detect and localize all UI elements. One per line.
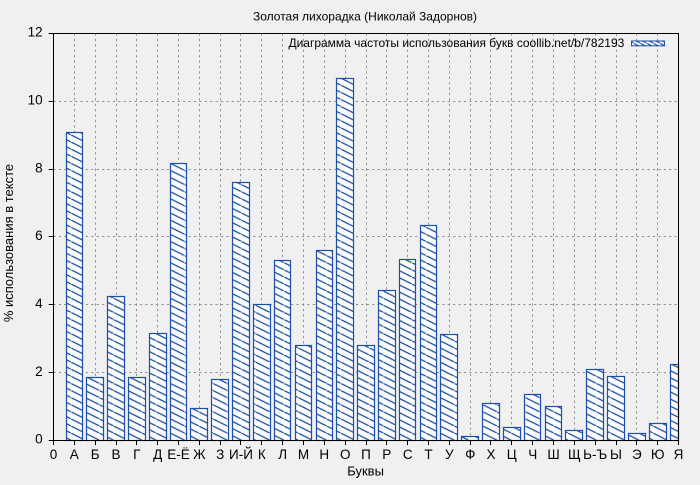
svg-text:2: 2: [35, 364, 43, 379]
svg-text:Ч: Ч: [528, 447, 537, 462]
svg-text:10: 10: [28, 93, 43, 108]
svg-text:Ж: Ж: [193, 447, 206, 462]
svg-text:М: М: [298, 447, 309, 462]
svg-text:Ю: Ю: [651, 447, 665, 462]
svg-text:0: 0: [35, 432, 43, 447]
svg-text:Д: Д: [153, 447, 162, 462]
svg-text:12: 12: [28, 25, 43, 40]
svg-text:Ц: Ц: [507, 447, 517, 462]
svg-text:Р: Р: [382, 447, 391, 462]
svg-text:Х: Х: [486, 447, 495, 462]
svg-text:8: 8: [35, 160, 43, 175]
svg-text:А: А: [70, 447, 79, 462]
svg-text:К: К: [258, 447, 266, 462]
svg-text:Диаграмма частоты использовани: Диаграмма частоты использования букв coo…: [288, 36, 624, 50]
svg-text:З: З: [216, 447, 224, 462]
svg-text:% использования в тексте: % использования в тексте: [1, 164, 16, 322]
svg-text:0: 0: [50, 447, 58, 462]
svg-text:Ф: Ф: [465, 447, 475, 462]
svg-text:Ш: Ш: [547, 447, 559, 462]
svg-text:Г: Г: [133, 447, 141, 462]
svg-text:6: 6: [35, 228, 43, 243]
svg-text:Т: Т: [424, 447, 432, 462]
svg-text:Л: Л: [278, 447, 287, 462]
svg-text:Я: Я: [674, 447, 684, 462]
svg-text:4: 4: [35, 296, 43, 311]
svg-text:Золотая лихорадка (Николай Зад: Золотая лихорадка (Николай Задорнов): [253, 9, 477, 23]
svg-text:У: У: [445, 447, 454, 462]
svg-text:П: П: [361, 447, 371, 462]
svg-text:С: С: [403, 447, 413, 462]
svg-text:Э: Э: [632, 447, 642, 462]
svg-text:О: О: [340, 447, 351, 462]
svg-text:Щ: Щ: [568, 447, 581, 462]
svg-text:Ь-Ъ: Ь-Ъ: [583, 447, 607, 462]
svg-text:В: В: [111, 447, 120, 462]
svg-text:И-Й: И-Й: [229, 447, 253, 462]
svg-text:Е-Ё: Е-Ё: [167, 447, 190, 462]
svg-text:Буквы: Буквы: [347, 464, 384, 479]
svg-text:Н: Н: [319, 447, 329, 462]
svg-text:Б: Б: [91, 447, 100, 462]
svg-text:Ы: Ы: [610, 447, 622, 462]
